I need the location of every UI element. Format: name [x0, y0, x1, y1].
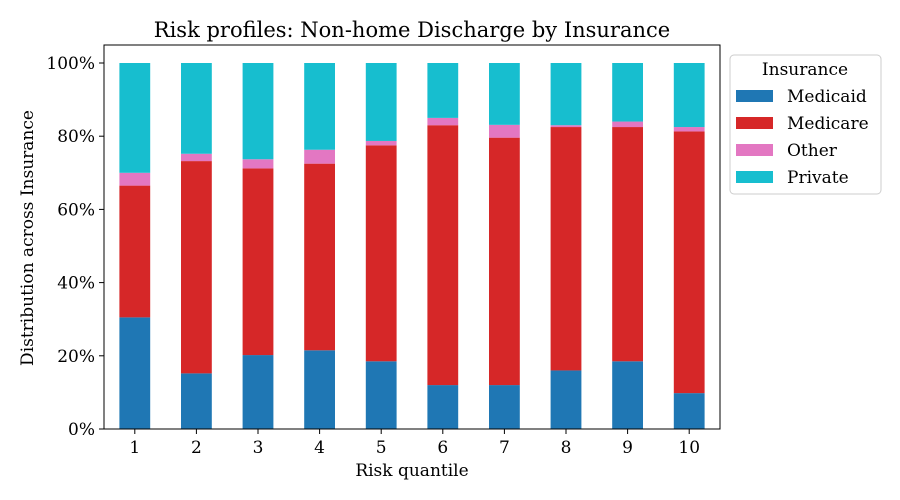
x-tick-label: 8 [561, 438, 572, 458]
bar-medicaid-7 [489, 385, 520, 429]
bar-private-7 [489, 63, 520, 125]
legend-label-medicare: Medicare [787, 114, 869, 134]
bar-medicaid-10 [673, 393, 705, 429]
bar-medicare-8 [550, 127, 582, 371]
bar-private-1 [119, 63, 151, 173]
bar-private-3 [242, 63, 274, 160]
bar-medicare-1 [119, 185, 151, 318]
bar-medicaid-1 [119, 317, 151, 429]
bar-medicaid-5 [365, 361, 397, 429]
bar-medicaid-4 [304, 350, 335, 429]
bar-other-8 [550, 125, 582, 128]
bar-other-6 [427, 117, 459, 126]
chart-title: Risk profiles: Non-home Discharge by Ins… [154, 18, 670, 42]
x-tick-label: 5 [376, 438, 387, 458]
bar-medicare-4 [304, 163, 335, 351]
bar-medicaid-3 [242, 355, 274, 429]
legend-box [729, 54, 882, 195]
bar-other-10 [673, 127, 705, 132]
bar-other-4 [304, 149, 335, 164]
bar-private-4 [304, 63, 335, 150]
bar-medicare-6 [427, 125, 459, 386]
bar-medicaid-6 [427, 385, 459, 429]
bar-other-1 [119, 172, 151, 186]
bar-private-10 [673, 63, 705, 128]
x-tick-label: 7 [499, 438, 510, 458]
y-tick-label: 20% [57, 347, 95, 367]
x-tick-label: 1 [129, 438, 140, 458]
bar-private-6 [427, 63, 459, 118]
y-tick-label: 80% [57, 127, 95, 147]
bar-medicare-3 [242, 168, 274, 356]
bar-medicare-9 [612, 127, 643, 362]
legend-label-medicaid: Medicaid [787, 87, 867, 107]
axes-group: 0% 20% 40% 60% 80% 100% 1 2 3 4 5 6 7 8 9 10 [46, 44, 721, 458]
y-tick-label: 40% [57, 274, 95, 294]
x-tick-label: 6 [437, 438, 448, 458]
bar-medicaid-8 [550, 370, 582, 429]
legend-swatch-other [736, 144, 773, 156]
legend-label-private: Private [787, 168, 849, 188]
legend-title: Insurance [762, 60, 848, 80]
plot-frame [103, 44, 721, 430]
legend: Insurance Medicaid Medicare Other Private [729, 54, 882, 195]
x-tick-label: 4 [314, 438, 325, 458]
y-tick-label: 100% [46, 54, 95, 74]
y-axis-label: Distribution across Insurance [18, 110, 38, 366]
bar-other-9 [612, 121, 643, 128]
bar-medicaid-2 [181, 373, 212, 429]
bar-medicare-10 [673, 131, 705, 394]
legend-label-other: Other [787, 141, 838, 161]
bar-other-5 [365, 140, 397, 146]
bar-medicare-5 [365, 145, 397, 362]
bar-other-2 [181, 153, 212, 162]
bar-private-8 [550, 63, 582, 126]
x-tick-label: 9 [622, 438, 633, 458]
y-tick-label: 60% [57, 200, 95, 220]
y-tick-label: 0% [68, 420, 95, 440]
bar-other-3 [242, 159, 274, 169]
bar-private-2 [181, 63, 212, 154]
bar-medicare-2 [181, 161, 212, 374]
bar-private-5 [365, 63, 397, 141]
bar-medicaid-9 [612, 361, 643, 429]
legend-swatch-private [736, 171, 773, 183]
bars-group [119, 63, 705, 429]
legend-swatch-medicaid [736, 90, 773, 102]
bar-other-7 [489, 124, 520, 138]
bar-private-9 [612, 63, 643, 122]
legend-swatch-medicare [736, 117, 773, 129]
x-tick-label: 3 [253, 438, 264, 458]
x-axis-label: Risk quantile [355, 461, 468, 481]
x-tick-label: 10 [678, 438, 700, 458]
bar-medicare-7 [489, 137, 520, 386]
x-tick-label: 2 [191, 438, 202, 458]
